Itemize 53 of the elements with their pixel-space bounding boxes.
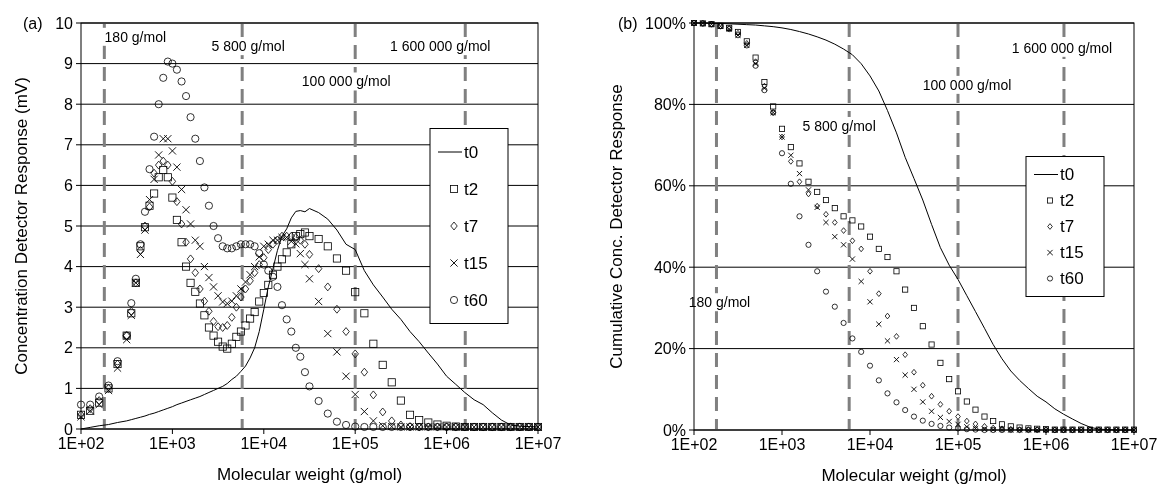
y-tick-label: 3: [64, 298, 74, 316]
legend-label: t0: [1060, 165, 1075, 184]
legend-label: t7: [464, 216, 479, 236]
legend-label: t2: [1060, 191, 1075, 210]
y-tick-label: 80%: [653, 95, 686, 113]
ref-line-label: 100 000 g/mol: [922, 76, 1012, 93]
ref-line-label: 1 600 000 g/mol: [1011, 39, 1113, 56]
y-tick-label: 100%: [645, 14, 686, 32]
legend-label: t7: [1060, 217, 1075, 236]
ref-line-label: 100 000 g/mol: [301, 73, 391, 90]
chart-title: (b): [618, 15, 638, 32]
y-tick-label: 2: [64, 339, 74, 357]
legend-label: t0: [464, 142, 479, 162]
x-tick-label: 1E+05: [331, 435, 379, 452]
y-tick-label: 0%: [662, 421, 686, 439]
x-axis-title: Molecular weight (g/mol): [821, 466, 1007, 485]
legend-label: t60: [1060, 269, 1084, 288]
y-tick-label: 0: [64, 420, 74, 438]
y-tick-label: 7: [64, 136, 74, 154]
y-tick-label: 6: [64, 176, 74, 194]
legend-label: t15: [1060, 243, 1084, 262]
chart-title: (a): [23, 15, 43, 32]
x-tick-label: 1E+05: [934, 436, 982, 453]
legend-label: t2: [464, 179, 479, 199]
x-tick-label: 1E+02: [57, 435, 105, 452]
ref-line-label: 180 g/mol: [104, 28, 167, 45]
x-tick-label: 1E+03: [758, 436, 806, 453]
x-tick-label: 1E+02: [670, 436, 718, 453]
y-tick-label: 8: [64, 95, 74, 113]
x-tick-label: 1E+04: [846, 436, 894, 453]
x-tick-label: 1E+04: [240, 435, 288, 452]
legend-label: t60: [464, 290, 488, 310]
y-axis-title: Cumulative Conc. Detector Response: [606, 84, 626, 369]
y-tick-label: 5: [64, 217, 74, 235]
ref-line-label: 180 g/mol: [688, 294, 751, 311]
ref-line-label: 1 600 000 g/mol: [390, 38, 491, 55]
x-tick-label: 1E+06: [1022, 436, 1070, 453]
y-tick-label: 10: [55, 14, 74, 32]
ref-line-label: 5 800 g/mol: [211, 38, 285, 55]
x-tick-label: 1E+03: [149, 435, 196, 452]
y-axis-title: Concentration Detector Response (mV): [11, 77, 31, 375]
x-tick-label: 1E+06: [423, 435, 471, 452]
x-tick-label: 1E+07: [514, 435, 562, 452]
y-tick-label: 9: [64, 55, 74, 73]
y-tick-label: 4: [64, 258, 74, 276]
ref-line-label: 5 800 g/mol: [802, 117, 876, 134]
x-axis-title: Molecular weight (g/mol): [216, 465, 403, 484]
y-tick-label: 40%: [653, 258, 686, 276]
y-tick-label: 20%: [653, 340, 686, 358]
x-tick-label: 1E+07: [1110, 436, 1157, 453]
y-tick-label: 1: [64, 379, 74, 397]
legend-label: t15: [464, 253, 488, 273]
y-tick-label: 60%: [653, 177, 686, 195]
